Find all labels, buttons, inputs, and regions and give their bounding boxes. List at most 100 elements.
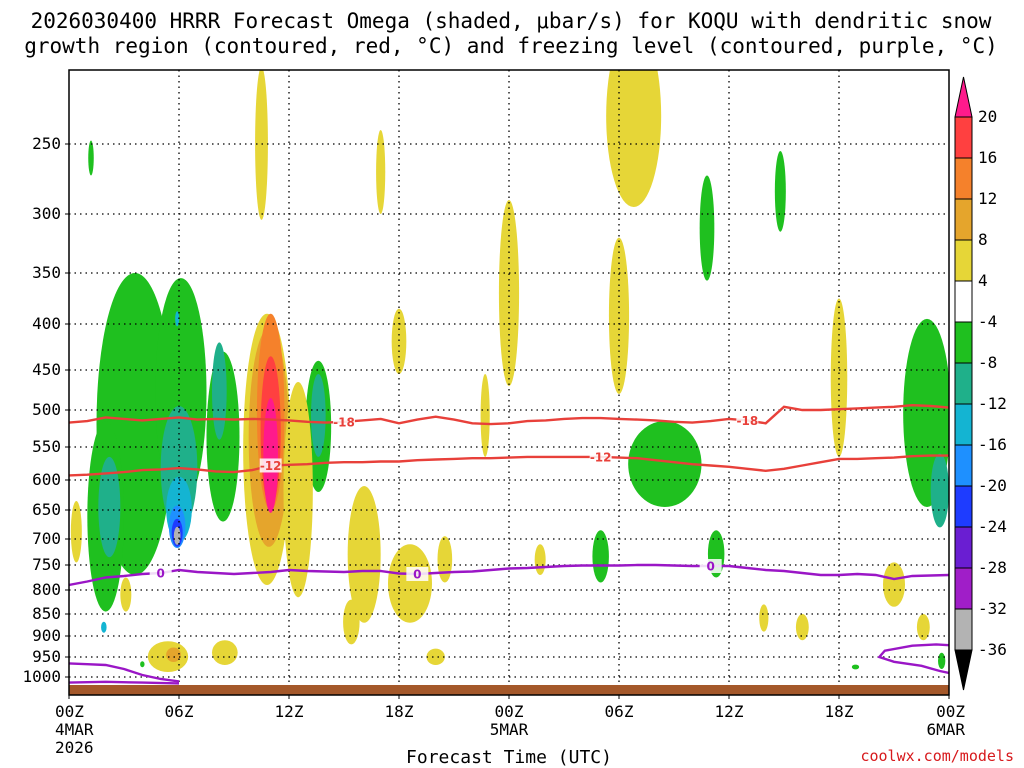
y-tick-label-850: 850 (32, 604, 61, 623)
y-axis: 250 300 350 400 450 500 550 600 650 700 750 800 850 9… (22, 134, 69, 686)
x-axis-label: Forecast Time (UTC) (406, 747, 612, 768)
isotherm-label-0-2: 0 (706, 560, 714, 574)
isotherm-label-bg (589, 449, 612, 464)
isotherm-label-bg (259, 458, 282, 473)
colorbar-segment-9 (954, 485, 973, 528)
x-tick-label-1: 06Z (165, 702, 194, 721)
isotherm-label-bg (149, 566, 172, 580)
y-tick-label-300: 300 (32, 204, 61, 223)
isotherm--12-line (69, 454, 949, 477)
colorbar-segment-8 (954, 444, 973, 487)
omega-region-38 (283, 382, 313, 598)
colorbar-segment-6 (954, 362, 973, 405)
x-tick-label-5: 06Z (605, 702, 634, 721)
omega-region-39 (347, 486, 381, 623)
colorbar-label-6: -8 (978, 353, 997, 372)
x-tick-date-8: 6MAR (926, 720, 965, 739)
isotherm-label-0-0: 0 (156, 567, 164, 581)
colorbar-segment-12 (954, 608, 973, 651)
y-tick-label-700: 700 (32, 529, 61, 548)
chart-title-line1: 2026030400 HRRR Forecast Omega (shaded, … (31, 9, 992, 33)
isotherm-label--18-0: -18 (333, 415, 355, 429)
colorbar-segment-4 (954, 280, 973, 323)
isotherm-label--18-1: -18 (736, 414, 758, 428)
x-tick-date-0: 4MAR (55, 720, 94, 739)
omega-region-42 (437, 536, 453, 583)
colorbar-label-10: -24 (978, 517, 1007, 536)
chart-title-line2: growth region (contoured, red, °C) and f… (24, 34, 998, 58)
omega-region-47 (830, 298, 848, 457)
y-tick-label-450: 450 (32, 360, 61, 379)
omega-region-35 (606, 70, 662, 207)
credit-text: coolwx.com/models (860, 747, 1014, 765)
x-tick-label-4: 00Z (495, 702, 524, 721)
colorbar-label-12: -32 (978, 599, 1007, 618)
colorbar-segment-2 (954, 198, 973, 241)
x-tick-label-7: 18Z (825, 702, 854, 721)
x-tick-label-6: 12Z (715, 702, 744, 721)
isotherm-label--12-1: -12 (590, 450, 612, 464)
colorbar-label-3: 8 (978, 230, 988, 249)
omega-region-52 (426, 648, 445, 665)
colorbar-segment-11 (954, 567, 973, 610)
isotherm-label-bg (406, 567, 429, 581)
omega-region-30 (851, 664, 860, 670)
colorbar-label-7: -12 (978, 394, 1007, 413)
omega-region-54 (795, 614, 809, 641)
omega-region-50 (120, 577, 132, 612)
isotherm--18-line (69, 403, 949, 426)
isotherm-0-sfc3-line (877, 643, 949, 675)
omega-region-46 (70, 501, 82, 563)
omega-region-28 (930, 453, 949, 528)
isotherm-0-line (69, 563, 949, 587)
isotherm-label-bg (333, 414, 355, 429)
omega-region-23 (592, 530, 609, 583)
omega-region-13 (175, 311, 180, 327)
y-tick-label-600: 600 (32, 470, 61, 489)
y-tick-label-650: 650 (32, 500, 61, 519)
isotherm-0-sfc2-line (69, 680, 180, 685)
omega-region-33 (391, 308, 407, 374)
colorbar-label-5: -4 (978, 312, 997, 331)
y-tick-label-1000: 1000 (22, 667, 61, 686)
isotherm-label-bg (736, 413, 759, 428)
y-tick-label-250: 250 (32, 134, 61, 153)
y-tick-label-400: 400 (32, 314, 61, 333)
y-tick-label-500: 500 (32, 400, 61, 419)
isotherm-0-sfc-line (69, 662, 180, 683)
omega-region-29 (938, 652, 946, 670)
omega-region-0 (88, 140, 94, 176)
omega-region-48 (883, 562, 905, 607)
omega-region-40 (480, 374, 490, 457)
colorbar-segment-7 (954, 403, 973, 446)
x-tick-label-0: 00Z (55, 702, 84, 721)
omega-region-37 (388, 544, 432, 623)
isotherm-label--12-0: -12 (260, 459, 282, 473)
omega-region-32 (376, 130, 386, 214)
x-tick-year-0: 2026 (55, 738, 94, 757)
omega-region-25 (699, 175, 715, 281)
colorbar-segment-5 (954, 321, 973, 364)
colorbar-segment-1 (954, 157, 973, 200)
colorbar-segment-0 (954, 116, 973, 159)
omega-region-15 (311, 374, 326, 457)
omega-region-17 (255, 70, 268, 220)
omega-region-11 (212, 342, 227, 440)
colorbar-label-13: -36 (978, 640, 1007, 659)
colorbar-label-4: 4 (978, 271, 988, 290)
colorbar-label-8: -16 (978, 435, 1007, 454)
omega-region-26 (774, 151, 786, 232)
colorbar-top-arrow (954, 76, 973, 118)
y-tick-label-950: 950 (32, 647, 61, 666)
colorbar-label-1: 16 (978, 148, 997, 167)
omega-region-41 (534, 544, 546, 575)
omega-region-34 (498, 200, 520, 386)
omega-region-3 (98, 456, 121, 558)
surface-band (69, 685, 949, 695)
y-tick-label-350: 350 (32, 263, 61, 282)
y-tick-label-750: 750 (32, 555, 61, 574)
x-tick-date-4: 5MAR (490, 720, 529, 739)
isotherm-contours: -18 -18 -12 -12 0 0 0 (69, 403, 949, 685)
